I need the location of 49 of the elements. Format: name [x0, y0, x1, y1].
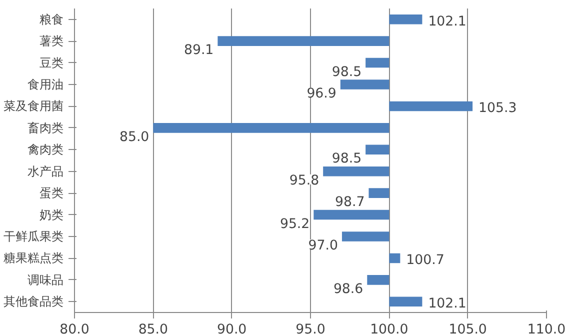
data-label: 98.6	[333, 282, 364, 297]
x-tick-label: 85.0	[138, 322, 168, 336]
bar	[389, 101, 473, 112]
y-tick-label: 奶类	[40, 208, 64, 222]
x-tick-label: 100.0	[370, 322, 408, 336]
bar	[340, 80, 390, 90]
data-label: 89.1	[184, 43, 214, 58]
data-label: 98.5	[332, 64, 362, 80]
x-tick-label: 80.0	[60, 322, 90, 336]
data-label: 100.7	[406, 253, 444, 268]
y-tick-label: 禽肉类	[28, 142, 64, 157]
y-tick-label: 蛋类	[40, 186, 64, 200]
y-tick-label: 其他食品类	[4, 294, 64, 309]
data-label: 85.0	[119, 130, 150, 145]
bar	[314, 210, 390, 220]
data-label: 102.1	[428, 14, 466, 30]
y-tick-label: 豆类	[40, 56, 64, 70]
data-label: 95.8	[289, 173, 320, 188]
y-tick-label: 干鲜瓜果类	[4, 230, 64, 244]
bar	[218, 36, 390, 46]
x-tick-label: 95.0	[296, 322, 326, 336]
x-tick-label: 105.0	[448, 322, 487, 336]
y-tick-label: 菜及食用菌	[4, 99, 64, 114]
y-tick-label: 水产品	[28, 164, 64, 178]
data-label: 96.9	[306, 86, 336, 102]
data-label: 102.1	[428, 296, 466, 312]
y-tick-label: 糖果糕点类	[4, 251, 64, 266]
bar	[367, 275, 390, 285]
bar	[389, 14, 422, 24]
data-label: 95.2	[280, 216, 310, 232]
y-tick-label: 畜肉类	[28, 120, 64, 135]
bar	[389, 296, 422, 307]
bar	[366, 58, 390, 68]
data-label: 97.0	[308, 238, 338, 254]
data-label: 98.7	[335, 195, 365, 210]
x-tick-label: 110.0	[527, 322, 566, 336]
bar	[153, 123, 390, 133]
y-tick-label: 调味品	[28, 272, 64, 287]
bar	[389, 253, 400, 264]
bar	[323, 166, 390, 176]
data-label: 105.3	[478, 101, 517, 116]
bar	[342, 232, 390, 242]
x-tick-label: 90.0	[216, 322, 247, 336]
y-tick-label: 薯类	[40, 34, 64, 48]
bar	[366, 144, 390, 155]
bar	[368, 188, 390, 198]
data-label: 98.5	[332, 152, 362, 167]
y-tick-label: 粮食	[40, 12, 64, 26]
y-tick-label: 食用油	[28, 78, 64, 92]
